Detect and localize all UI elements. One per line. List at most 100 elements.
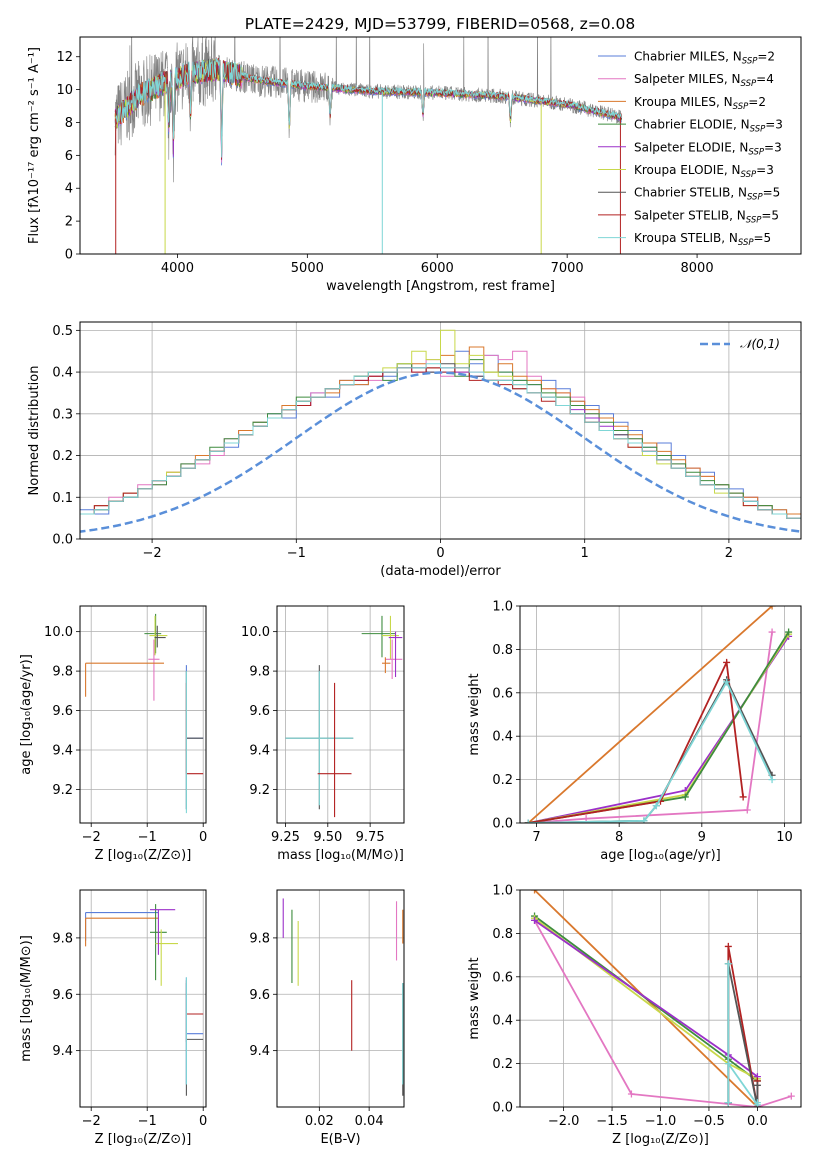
y-tick-label: 10 bbox=[56, 83, 73, 98]
figure-title: PLATE=2429, MJD=53799, FIBERID=0568, z=0… bbox=[245, 15, 635, 33]
y-tick-label: 4 bbox=[65, 182, 73, 197]
weight-point-marker bbox=[743, 806, 751, 814]
gaussian-reference-line bbox=[80, 371, 801, 533]
weight-point-marker bbox=[724, 1099, 732, 1107]
x-axis-label: Z [log₁₀(Z/Z⊙)] bbox=[95, 848, 192, 863]
x-tick-label: 10 bbox=[776, 830, 793, 845]
x-tick-label: 7 bbox=[532, 830, 540, 845]
legend-entry-tail: =5 bbox=[761, 208, 779, 222]
axes-frame bbox=[79, 36, 802, 255]
x-tick-label: 0 bbox=[199, 1114, 207, 1129]
plot-area bbox=[85, 904, 204, 1096]
legend-entry-label: Salpeter MILES, N bbox=[634, 72, 741, 86]
gridlines bbox=[277, 606, 404, 823]
y-axis-label: mass weight bbox=[467, 673, 482, 755]
axes-frame bbox=[79, 605, 207, 824]
legend-entry-tail: =3 bbox=[756, 163, 774, 177]
x-tick-label: −1 bbox=[138, 1114, 157, 1129]
y-tick-label: 9.6 bbox=[52, 704, 73, 719]
plot-area bbox=[531, 890, 795, 1107]
x-tick-label: −2 bbox=[82, 1114, 101, 1129]
legend-entry: Chabrier ELODIE, NSSP=3 bbox=[634, 118, 783, 135]
weight-point-marker bbox=[768, 776, 776, 784]
x-axis-label: (data-model)/error bbox=[380, 564, 501, 579]
weight-series-line bbox=[533, 919, 792, 1107]
y-tick-label: 0.8 bbox=[492, 927, 513, 942]
legend-entry-label: Kroupa MILES, N bbox=[634, 95, 733, 109]
legend-entry: Salpeter STELIB, NSSP=5 bbox=[634, 208, 779, 225]
axes-frame bbox=[519, 889, 802, 1108]
legend-entry-tail: =4 bbox=[756, 72, 774, 86]
legend-entry-sub: SSP bbox=[746, 215, 762, 225]
weight-point-marker bbox=[724, 1060, 732, 1068]
plot-area bbox=[282, 898, 404, 1096]
y-tick-label: 12 bbox=[56, 50, 73, 65]
legend-entry-tail: =2 bbox=[757, 50, 775, 64]
weight-point-marker bbox=[723, 678, 731, 686]
y-tick-label: 0.5 bbox=[52, 324, 73, 339]
y-tick-label: 0.4 bbox=[52, 366, 73, 381]
x-tick-label: 7000 bbox=[551, 261, 584, 276]
y-tick-label: 0.2 bbox=[492, 773, 513, 788]
y-tick-label: 0.0 bbox=[52, 533, 73, 548]
weight-series-line bbox=[527, 606, 773, 823]
axes-frame bbox=[276, 605, 405, 824]
x-tick-label: 9.25 bbox=[271, 830, 300, 845]
y-tick-label: 9.6 bbox=[249, 988, 270, 1003]
y-tick-label: 9.8 bbox=[249, 931, 270, 946]
plot-area bbox=[285, 615, 403, 818]
x-tick-label: 0.04 bbox=[355, 1114, 384, 1129]
weight-point-marker bbox=[531, 890, 539, 894]
x-tick-label: 0.0 bbox=[747, 1114, 768, 1129]
x-tick-label: 9.50 bbox=[313, 830, 342, 845]
y-tick-label: 1.0 bbox=[492, 884, 513, 899]
gaussian-legend-label: 𝒩(0,1) bbox=[740, 337, 780, 351]
panel-mass_vs_Z: −2 −1 0 9.4 9.6 9.8 Z [log₁₀(Z/Z⊙)] mass [log₁₀… bbox=[19, 889, 207, 1147]
weight-point-marker bbox=[652, 802, 660, 810]
x-tick-label: 8 bbox=[615, 830, 623, 845]
x-tick-label: −2 bbox=[143, 546, 162, 561]
x-tick-label: 2 bbox=[725, 546, 733, 561]
weight-series-line bbox=[528, 659, 744, 823]
x-tick-label: −1 bbox=[287, 546, 306, 561]
x-tick-label: 0.02 bbox=[305, 1114, 334, 1129]
x-tick-label: −1.0 bbox=[645, 1114, 677, 1129]
y-tick-label: 9.4 bbox=[249, 1044, 270, 1059]
legend-entry-sub: SSP bbox=[741, 79, 757, 89]
weight-point-marker bbox=[753, 1081, 761, 1089]
panel-mass_vs_EBV: 0.02 0.04 9.4 9.6 9.8 E(B-V) bbox=[249, 889, 405, 1147]
y-tick-label: 10.0 bbox=[44, 625, 73, 640]
legend-entry-tail: =3 bbox=[764, 140, 782, 154]
y-tick-label: 0.6 bbox=[492, 686, 513, 701]
legend-entry-tail: =2 bbox=[748, 95, 766, 109]
y-tick-label: 9.6 bbox=[249, 704, 270, 719]
axes-frame bbox=[519, 605, 802, 824]
y-tick-label: 0.0 bbox=[492, 817, 513, 832]
x-tick-label: 8000 bbox=[681, 261, 714, 276]
x-axis-label: wavelength [Angstrom, rest frame] bbox=[326, 279, 555, 294]
weight-point-marker bbox=[640, 817, 648, 823]
y-tick-label: 9.2 bbox=[52, 783, 73, 798]
legend-entry-label: Chabrier MILES, N bbox=[634, 50, 742, 64]
plot-area bbox=[114, 37, 623, 254]
y-tick-label: 0.2 bbox=[492, 1057, 513, 1072]
legend-entry-sub: SSP bbox=[750, 125, 766, 135]
axes-frame bbox=[79, 889, 207, 1108]
legend-entry-sub: SSP bbox=[742, 57, 758, 67]
legend-entry-tail: =3 bbox=[765, 118, 783, 132]
gridlines bbox=[80, 890, 206, 1107]
y-tick-label: 9.8 bbox=[52, 931, 73, 946]
legend-entry: Kroupa STELIB, NSSP=5 bbox=[634, 231, 771, 248]
y-tick-label: 8 bbox=[65, 116, 73, 131]
legend-entry-tail: =5 bbox=[763, 186, 781, 200]
y-axis-label: age [log₁₀(age/yr)] bbox=[19, 654, 34, 775]
x-axis-label: age [log₁₀(age/yr)] bbox=[600, 848, 721, 863]
legend-entry: Salpeter ELODIE, NSSP=3 bbox=[634, 140, 782, 157]
panel-spectrum: 4000 5000 6000 7000 8000 0 2 4 6 8 10 12 wavelength … bbox=[27, 36, 802, 294]
legend-entry-sub: SSP bbox=[738, 238, 754, 248]
x-tick-label: 0 bbox=[199, 830, 207, 845]
legend-entry-label: Chabrier STELIB, N bbox=[634, 186, 747, 200]
plot-layers: 4000 5000 6000 7000 8000024681012wavelength … bbox=[19, 36, 802, 1147]
weight-point-marker bbox=[582, 815, 590, 823]
